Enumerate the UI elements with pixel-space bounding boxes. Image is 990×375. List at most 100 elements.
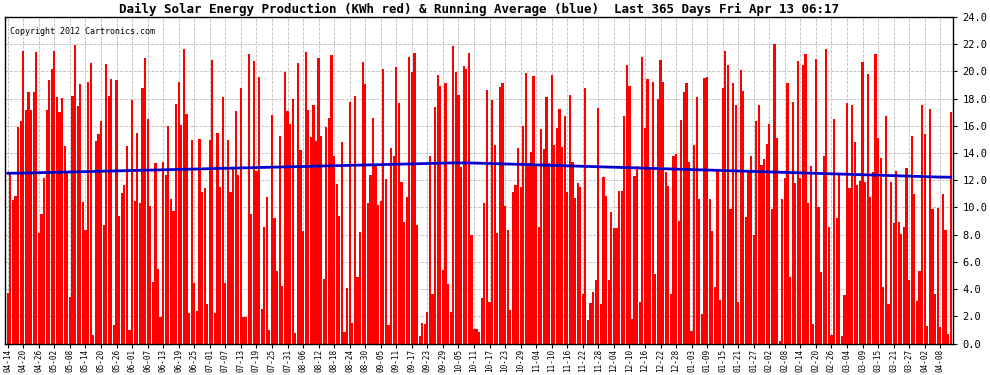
- Bar: [69, 297, 71, 344]
- Bar: [356, 277, 358, 344]
- Bar: [755, 121, 757, 344]
- Bar: [206, 304, 208, 344]
- Bar: [87, 82, 89, 344]
- Bar: [201, 192, 203, 344]
- Bar: [851, 105, 853, 344]
- Bar: [616, 228, 618, 344]
- Bar: [395, 67, 397, 344]
- Bar: [58, 112, 60, 344]
- Bar: [7, 293, 9, 344]
- Bar: [773, 44, 775, 344]
- Bar: [147, 118, 148, 344]
- Bar: [170, 199, 172, 344]
- Bar: [71, 96, 73, 344]
- Bar: [613, 228, 615, 344]
- Bar: [245, 317, 248, 344]
- Bar: [361, 62, 363, 344]
- Bar: [232, 167, 235, 344]
- Text: Copyright 2012 Cartronics.com: Copyright 2012 Cartronics.com: [10, 27, 154, 36]
- Bar: [595, 280, 597, 344]
- Bar: [328, 117, 330, 344]
- Bar: [781, 199, 783, 344]
- Bar: [248, 54, 249, 344]
- Bar: [859, 181, 861, 344]
- Bar: [55, 97, 58, 344]
- Bar: [563, 116, 565, 344]
- Bar: [486, 90, 488, 344]
- Bar: [659, 60, 661, 344]
- Bar: [63, 146, 66, 344]
- Bar: [276, 270, 278, 344]
- Bar: [17, 127, 19, 344]
- Bar: [719, 300, 721, 344]
- Bar: [496, 233, 498, 344]
- Bar: [273, 218, 275, 344]
- Bar: [704, 78, 706, 344]
- Bar: [603, 177, 605, 344]
- Bar: [230, 192, 232, 344]
- Bar: [944, 230, 946, 344]
- Bar: [528, 163, 530, 344]
- Bar: [49, 81, 50, 344]
- Bar: [533, 76, 535, 344]
- Bar: [339, 216, 341, 344]
- Bar: [491, 100, 493, 344]
- Bar: [240, 88, 242, 344]
- Bar: [913, 194, 916, 344]
- Bar: [677, 220, 680, 344]
- Bar: [211, 60, 214, 344]
- Bar: [351, 324, 353, 344]
- Bar: [243, 317, 245, 344]
- Bar: [437, 75, 439, 344]
- Bar: [664, 172, 667, 344]
- Bar: [142, 88, 144, 344]
- Bar: [848, 188, 850, 344]
- Bar: [637, 165, 639, 344]
- Bar: [30, 110, 33, 344]
- Bar: [366, 203, 369, 344]
- Bar: [465, 69, 467, 344]
- Bar: [336, 184, 338, 344]
- Bar: [478, 332, 480, 344]
- Bar: [672, 156, 674, 344]
- Bar: [113, 325, 115, 344]
- Bar: [538, 227, 540, 344]
- Bar: [294, 333, 296, 344]
- Bar: [768, 124, 770, 344]
- Bar: [341, 142, 343, 344]
- Bar: [318, 58, 320, 344]
- Bar: [92, 335, 94, 344]
- Bar: [390, 148, 392, 344]
- Bar: [752, 234, 754, 344]
- Bar: [310, 137, 312, 344]
- Bar: [608, 279, 610, 344]
- Bar: [20, 121, 22, 344]
- Bar: [406, 197, 408, 344]
- Bar: [727, 65, 729, 344]
- Bar: [50, 69, 52, 344]
- Bar: [227, 140, 229, 344]
- Bar: [839, 174, 841, 344]
- Bar: [346, 288, 348, 344]
- Bar: [722, 88, 724, 344]
- Bar: [284, 72, 286, 344]
- Bar: [724, 51, 727, 344]
- Bar: [190, 140, 193, 344]
- Bar: [610, 212, 613, 344]
- Bar: [193, 284, 195, 344]
- Bar: [89, 63, 92, 344]
- Bar: [79, 84, 81, 344]
- Bar: [869, 197, 871, 344]
- Bar: [740, 70, 742, 344]
- Bar: [364, 84, 366, 344]
- Bar: [515, 185, 517, 344]
- Bar: [278, 136, 281, 344]
- Bar: [927, 326, 929, 344]
- Bar: [188, 314, 190, 344]
- Bar: [771, 209, 773, 344]
- Bar: [185, 114, 187, 344]
- Bar: [649, 168, 651, 344]
- Bar: [149, 206, 151, 344]
- Bar: [932, 209, 934, 344]
- Bar: [717, 168, 719, 344]
